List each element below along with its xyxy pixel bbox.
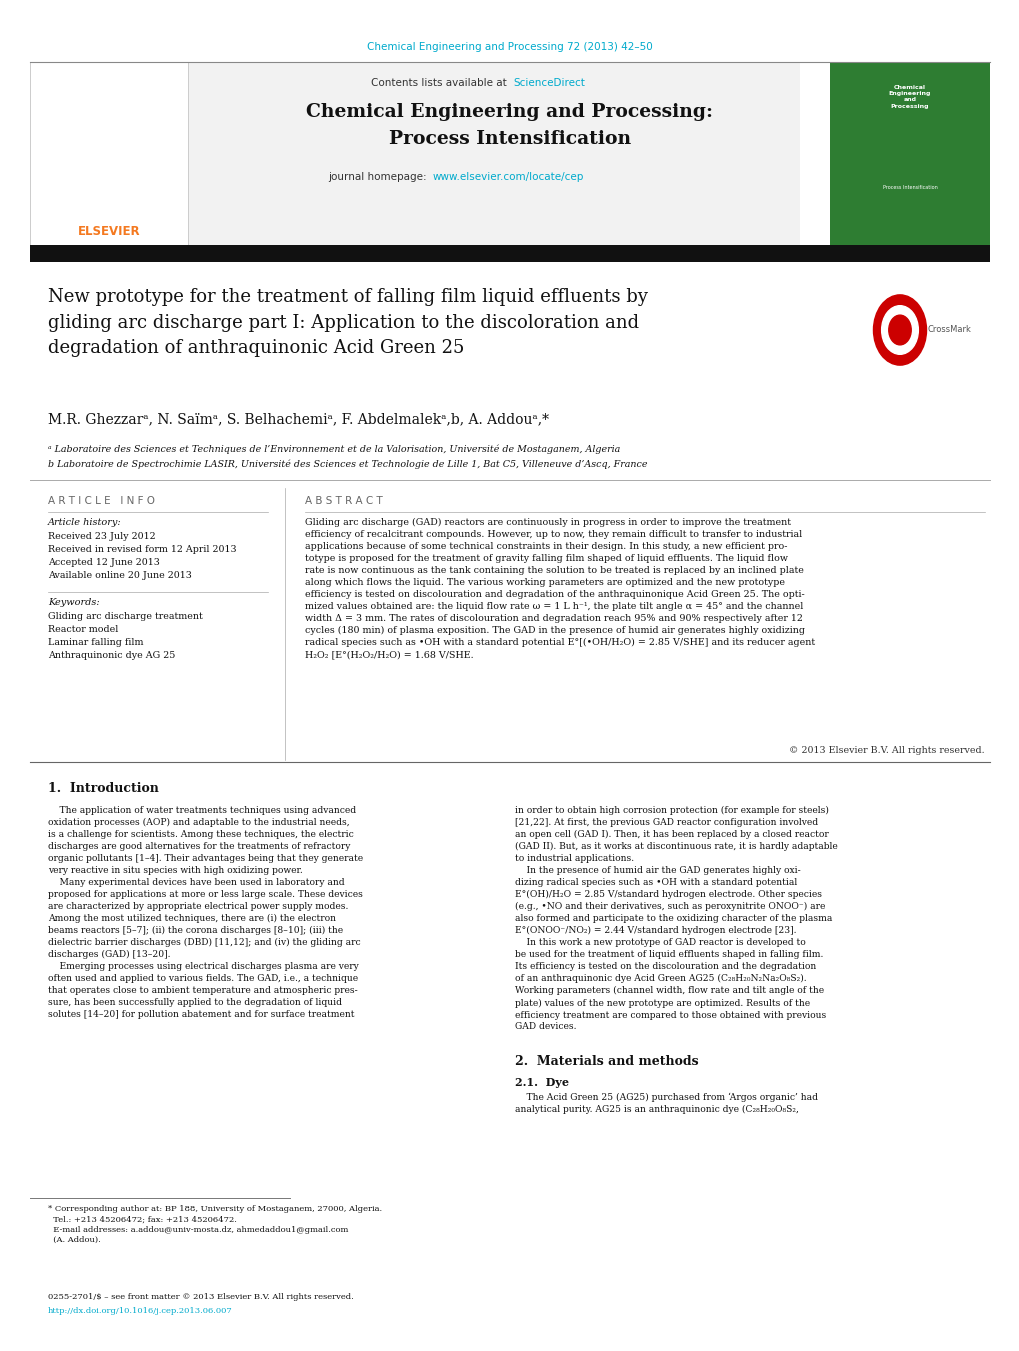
Text: Article history:: Article history: bbox=[48, 517, 121, 527]
Text: www.elsevier.com/locate/cep: www.elsevier.com/locate/cep bbox=[433, 172, 584, 182]
Text: Gliding arc discharge treatment: Gliding arc discharge treatment bbox=[48, 612, 203, 621]
Text: Anthraquinonic dye AG 25: Anthraquinonic dye AG 25 bbox=[48, 651, 175, 661]
Text: Gliding arc discharge (GAD) reactors are continuously in progress in order to im: Gliding arc discharge (GAD) reactors are… bbox=[305, 517, 814, 659]
Text: Accepted 12 June 2013: Accepted 12 June 2013 bbox=[48, 558, 160, 567]
Text: The application of water treatments techniques using advanced
oxidation processe: The application of water treatments tech… bbox=[48, 807, 363, 1019]
Text: journal homepage:: journal homepage: bbox=[328, 172, 430, 182]
Text: Received in revised form 12 April 2013: Received in revised form 12 April 2013 bbox=[48, 544, 236, 554]
Text: Available online 20 June 2013: Available online 20 June 2013 bbox=[48, 571, 192, 580]
Text: 2.  Materials and methods: 2. Materials and methods bbox=[515, 1055, 698, 1069]
Text: 1.  Introduction: 1. Introduction bbox=[48, 782, 159, 794]
Text: Process Intensification: Process Intensification bbox=[881, 185, 936, 190]
Text: A B S T R A C T: A B S T R A C T bbox=[305, 496, 382, 507]
Text: Received 23 July 2012: Received 23 July 2012 bbox=[48, 532, 156, 540]
Text: New prototype for the treatment of falling film liquid effluents by
gliding arc : New prototype for the treatment of falli… bbox=[48, 288, 647, 358]
Text: ᵃ Laboratoire des Sciences et Techniques de l’Environnement et de la Valorisatio: ᵃ Laboratoire des Sciences et Techniques… bbox=[48, 444, 620, 454]
Text: Contents lists available at: Contents lists available at bbox=[371, 78, 510, 88]
Text: © 2013 Elsevier B.V. All rights reserved.: © 2013 Elsevier B.V. All rights reserved… bbox=[789, 746, 984, 755]
Text: ELSEVIER: ELSEVIER bbox=[77, 226, 141, 238]
FancyBboxPatch shape bbox=[829, 62, 989, 245]
Text: The Acid Green 25 (AG25) purchased from ‘Argos organic’ had
analytical purity. A: The Acid Green 25 (AG25) purchased from … bbox=[515, 1093, 817, 1115]
Text: b Laboratoire de Spectrochimie LASIR, Université des Sciences et Technologie de : b Laboratoire de Spectrochimie LASIR, Un… bbox=[48, 459, 647, 470]
Text: in order to obtain high corrosion protection (for example for steels)
[21,22]. A: in order to obtain high corrosion protec… bbox=[515, 807, 837, 1031]
Circle shape bbox=[872, 295, 925, 365]
FancyBboxPatch shape bbox=[30, 62, 187, 245]
Text: Chemical
Engineering
and
Processing: Chemical Engineering and Processing bbox=[888, 85, 930, 108]
Text: 0255-2701/$ – see front matter © 2013 Elsevier B.V. All rights reserved.: 0255-2701/$ – see front matter © 2013 El… bbox=[48, 1293, 354, 1301]
Text: Keywords:: Keywords: bbox=[48, 598, 100, 607]
Circle shape bbox=[880, 305, 917, 354]
Text: 2.1.  Dye: 2.1. Dye bbox=[515, 1077, 569, 1088]
Text: Reactor model: Reactor model bbox=[48, 626, 118, 634]
Circle shape bbox=[888, 315, 910, 345]
Text: Chemical Engineering and Processing 72 (2013) 42–50: Chemical Engineering and Processing 72 (… bbox=[367, 42, 652, 51]
FancyBboxPatch shape bbox=[30, 245, 989, 262]
Text: http://dx.doi.org/10.1016/j.cep.2013.06.007: http://dx.doi.org/10.1016/j.cep.2013.06.… bbox=[48, 1306, 232, 1315]
Text: M.R. Ghezzarᵃ, N. Saïmᵃ, S. Belhachemiᵃ, F. Abdelmalekᵃ,b, A. Addouᵃ,*: M.R. Ghezzarᵃ, N. Saïmᵃ, S. Belhachemiᵃ,… bbox=[48, 412, 548, 426]
Text: * Corresponding author at: BP 188, University of Mostaganem, 27000, Algeria.
  T: * Corresponding author at: BP 188, Unive… bbox=[48, 1205, 382, 1244]
Text: ScienceDirect: ScienceDirect bbox=[513, 78, 584, 88]
Text: Process Intensification: Process Intensification bbox=[388, 130, 631, 149]
Text: A R T I C L E   I N F O: A R T I C L E I N F O bbox=[48, 496, 155, 507]
Text: Chemical Engineering and Processing:: Chemical Engineering and Processing: bbox=[306, 103, 713, 122]
Text: Laminar falling film: Laminar falling film bbox=[48, 638, 144, 647]
Text: CrossMark: CrossMark bbox=[927, 326, 971, 335]
FancyBboxPatch shape bbox=[30, 62, 799, 245]
